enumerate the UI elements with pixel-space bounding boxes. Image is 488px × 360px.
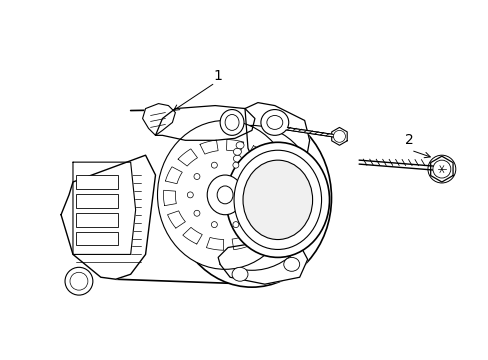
Ellipse shape [187,125,316,270]
Polygon shape [200,140,218,154]
Ellipse shape [211,222,217,228]
Polygon shape [264,162,282,179]
Ellipse shape [194,210,200,216]
Ellipse shape [217,186,233,204]
Ellipse shape [232,222,238,228]
Ellipse shape [432,160,450,178]
Polygon shape [73,162,135,255]
Ellipse shape [264,173,273,180]
Ellipse shape [250,174,256,180]
Ellipse shape [207,175,243,215]
Bar [76,213,118,227]
Ellipse shape [225,142,329,257]
Bar [76,194,118,208]
Ellipse shape [236,142,244,149]
Polygon shape [252,224,272,241]
Polygon shape [273,184,286,199]
Ellipse shape [280,167,288,174]
Ellipse shape [236,162,244,168]
Ellipse shape [65,267,93,295]
Text: 2: 2 [404,133,412,147]
Polygon shape [178,149,197,166]
Ellipse shape [248,171,256,178]
Polygon shape [232,236,250,250]
Ellipse shape [261,109,288,135]
Ellipse shape [234,150,321,249]
Polygon shape [183,228,202,244]
Ellipse shape [233,155,241,162]
Ellipse shape [273,171,281,178]
Ellipse shape [256,173,264,180]
Ellipse shape [256,192,263,198]
Ellipse shape [187,192,193,198]
Ellipse shape [172,109,331,287]
Ellipse shape [157,121,292,269]
Ellipse shape [233,148,241,155]
Polygon shape [267,206,284,223]
Ellipse shape [283,257,299,271]
Ellipse shape [266,116,282,129]
Polygon shape [155,105,254,140]
Ellipse shape [232,267,247,281]
Ellipse shape [220,109,244,135]
Polygon shape [218,242,307,284]
Ellipse shape [232,162,238,168]
Polygon shape [244,103,309,178]
Polygon shape [430,156,452,182]
Ellipse shape [194,174,200,180]
Ellipse shape [333,130,345,142]
Text: 1: 1 [213,69,222,83]
Ellipse shape [241,167,249,174]
Ellipse shape [224,114,239,130]
Polygon shape [206,238,223,250]
Ellipse shape [70,272,88,290]
Bar [76,175,118,189]
Ellipse shape [211,162,217,168]
Polygon shape [247,146,267,162]
Polygon shape [163,190,176,206]
Ellipse shape [243,160,312,239]
Polygon shape [142,104,175,135]
Bar [76,231,118,246]
Polygon shape [165,167,182,184]
Polygon shape [226,140,244,152]
Polygon shape [167,211,185,228]
Polygon shape [61,155,155,279]
Ellipse shape [250,210,256,216]
Polygon shape [331,127,346,145]
